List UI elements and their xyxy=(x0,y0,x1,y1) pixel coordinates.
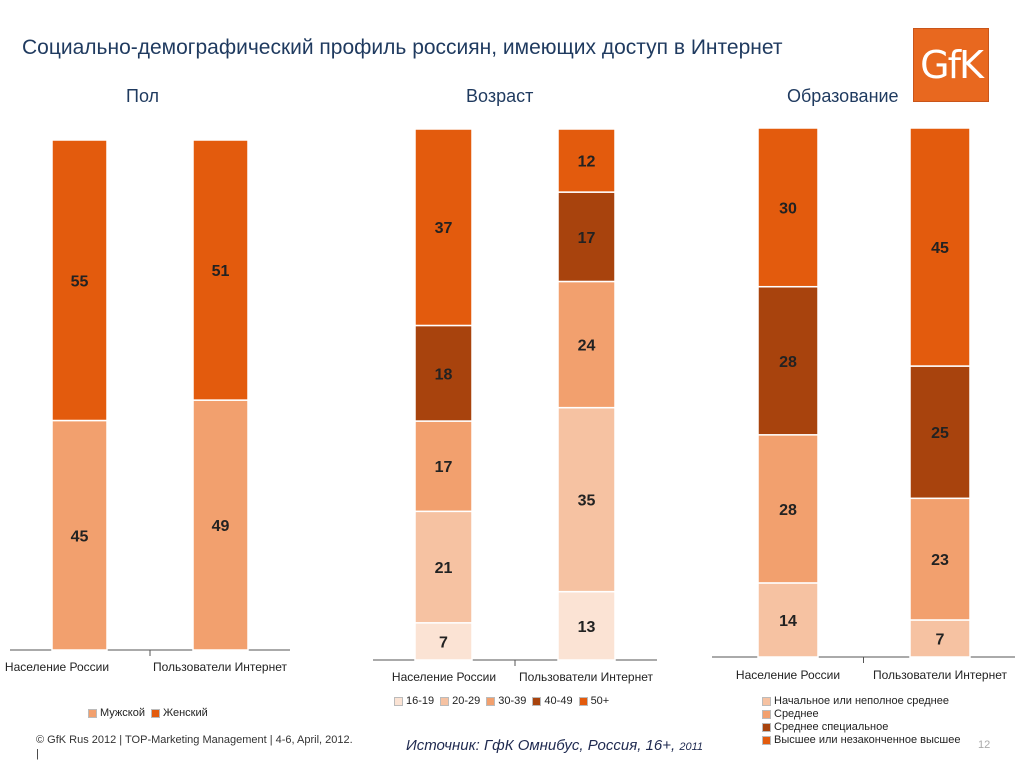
legend-label-1-2: 30-39 xyxy=(498,695,527,707)
category-label-2-1: Пользователи Интернет xyxy=(873,668,1008,682)
data-label-0-0-1: 55 xyxy=(71,273,89,290)
legend-label-2-1: Среднее xyxy=(774,708,819,720)
legend-item-2-0: Начальное или неполное среднее xyxy=(762,695,960,707)
data-label-2-1-3: 45 xyxy=(931,240,949,257)
data-label-2-1-1: 23 xyxy=(931,552,949,569)
bar-segment-1-0-0 xyxy=(414,622,473,661)
data-label-1-0-0: 7 xyxy=(439,634,448,651)
bar-segment-0-0-1 xyxy=(51,139,108,422)
data-label-1-1-4: 12 xyxy=(578,154,596,171)
category-label-2-0: Население России xyxy=(736,668,840,682)
legend-swatch-0-0 xyxy=(88,708,97,718)
data-label-2-0-0: 14 xyxy=(779,613,797,630)
legend-gender: Мужской Женский xyxy=(88,707,214,721)
category-label-0-1: Пользователи Интернет xyxy=(153,660,288,674)
data-label-0-1-0: 49 xyxy=(212,518,230,535)
legend-item-1-0: 16-19 xyxy=(394,695,434,707)
legend-education: Начальное или неполное среднее Среднее Сре… xyxy=(762,695,960,747)
legend-item-1-2: 30-39 xyxy=(486,695,526,707)
data-label-1-1-0: 13 xyxy=(578,619,596,636)
legend-label-1-0: 16-19 xyxy=(406,695,435,707)
data-label-1-0-2: 17 xyxy=(435,459,453,476)
bar-segment-1-1-0 xyxy=(557,590,616,661)
data-label-1-0-3: 18 xyxy=(435,366,453,383)
footer-copyright: © GfK Rus 2012 | TOP-Marketing Managemen… xyxy=(36,734,353,746)
bar-segment-1-1-2 xyxy=(557,280,616,409)
legend-swatch-1-4 xyxy=(578,696,588,706)
bar-segment-2-1-1 xyxy=(909,497,971,621)
data-label-2-0-2: 28 xyxy=(779,354,797,371)
data-label-1-1-2: 24 xyxy=(578,338,596,355)
category-label-1-0: Население России xyxy=(392,670,496,684)
data-label-2-0-3: 30 xyxy=(779,200,797,217)
gfk-logo: GfK xyxy=(913,28,989,102)
legend-label-0-1: Женский xyxy=(162,707,208,719)
legend-item-2-2: Среднее специальное xyxy=(762,721,960,733)
source-year: 2011 xyxy=(679,741,704,753)
data-label-2-1-2: 25 xyxy=(931,425,949,442)
bar-segment-1-0-4 xyxy=(414,128,473,327)
bar-segment-0-1-0 xyxy=(192,399,249,651)
bar-segment-0-1-1 xyxy=(192,139,249,401)
legend-swatch-1-3 xyxy=(532,696,542,706)
data-label-1-0-1: 21 xyxy=(435,560,453,577)
page-number: 12 xyxy=(978,739,991,751)
legend-label-1-1: 20-29 xyxy=(452,695,481,707)
legend-swatch-1-2 xyxy=(486,696,496,706)
panel-title-gender: Пол xyxy=(126,86,160,106)
bar-segment-1-1-4 xyxy=(557,128,616,193)
legend-swatch-2-1 xyxy=(762,709,771,719)
bar-segment-2-0-3 xyxy=(757,127,819,288)
legend-swatch-2-3 xyxy=(762,735,771,745)
legend-item-1-3: 40-49 xyxy=(532,695,573,707)
data-label-0-1-1: 51 xyxy=(212,263,230,280)
legend-item-0-1: Женский xyxy=(150,707,208,719)
bar-segment-2-1-3 xyxy=(909,127,971,367)
legend-label-2-3: Высшее или незаконченное высшее xyxy=(774,734,961,746)
legend-label-1-3: 40-49 xyxy=(544,695,573,707)
bar-segment-2-1-0 xyxy=(909,619,971,658)
legend-swatch-0-1 xyxy=(150,708,160,718)
footer-tick: | xyxy=(36,748,39,760)
bar-segment-1-1-1 xyxy=(557,406,616,593)
legend-label-2-2: Среднее специальное xyxy=(774,721,889,733)
data-label-0-0-0: 45 xyxy=(71,528,89,545)
bar-segment-2-0-2 xyxy=(757,285,819,436)
legend-item-2-1: Среднее xyxy=(762,708,960,720)
legend-swatch-1-1 xyxy=(440,696,450,706)
data-label-1-1-3: 17 xyxy=(578,230,596,247)
bar-segment-1-0-1 xyxy=(414,510,473,624)
legend-swatch-1-0 xyxy=(394,696,403,706)
data-label-2-1-0: 7 xyxy=(936,631,945,648)
bar-segment-1-0-2 xyxy=(414,420,473,513)
source-text: Источник: ГфК Омнибус, Россия, 16+, xyxy=(406,737,676,754)
legend-item-1-4: 50+ xyxy=(578,695,610,707)
data-label-1-1-1: 35 xyxy=(578,493,596,510)
panel-title-age: Возраст xyxy=(466,86,534,106)
bar-segment-0-0-0 xyxy=(51,419,108,651)
page-title: Социально-демографический профиль россия… xyxy=(22,36,783,59)
category-label-1-1: Пользователи Интернет xyxy=(519,670,654,684)
legend-item-1-1: 20-29 xyxy=(440,695,480,707)
panel-title-education: Образование xyxy=(787,86,899,106)
legend-label-2-0: Начальное или неполное среднее xyxy=(774,695,949,707)
data-label-2-0-1: 28 xyxy=(779,502,797,519)
legend-age: 16-19 20-29 30-39 40-49 50+ xyxy=(394,695,615,709)
legend-item-0-0: Мужской xyxy=(88,707,145,719)
legend-label-1-4: 50+ xyxy=(590,695,610,707)
legend-swatch-2-2 xyxy=(762,722,771,732)
legend-swatch-2-0 xyxy=(762,696,771,706)
bar-segment-2-0-0 xyxy=(757,582,819,658)
category-label-0-0: Население России xyxy=(5,660,109,674)
bar-segment-2-1-2 xyxy=(909,365,971,500)
data-label-1-0-4: 37 xyxy=(435,220,453,237)
source-note: Источник: ГфК Омнибус, Россия, 16+, 2011 xyxy=(406,737,703,754)
bar-segment-1-1-3 xyxy=(557,191,616,283)
legend-item-2-3: Высшее или незаконченное высшее xyxy=(762,734,960,746)
legend-label-0-0: Мужской xyxy=(100,707,145,719)
